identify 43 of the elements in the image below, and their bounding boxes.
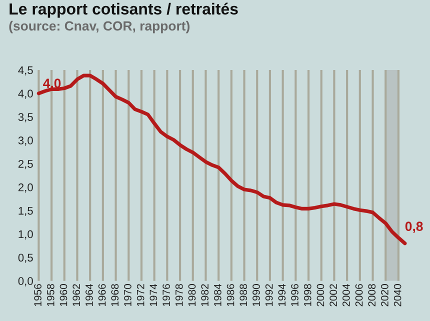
x-tick-label: 1984 bbox=[214, 284, 222, 306]
line-series bbox=[36, 74, 407, 246]
y-tick-label: 4,5 bbox=[18, 66, 33, 76]
x-tick-label: 1998 bbox=[304, 284, 312, 306]
x-tick-label: 1996 bbox=[291, 284, 298, 306]
x-tick-label: 1994 bbox=[278, 284, 286, 306]
y-tick-label: 0,0 bbox=[18, 277, 33, 286]
x-tick-label: 2040 bbox=[394, 284, 402, 306]
x-tick-label: 1964 bbox=[86, 284, 93, 306]
x-tick-label: 1958 bbox=[46, 284, 54, 306]
x-tick-label: 1988 bbox=[240, 284, 248, 306]
y-tick-label: 3,0 bbox=[18, 136, 33, 146]
x-tick-label: 1960 bbox=[60, 284, 68, 306]
x-tick-label: 1992 bbox=[265, 284, 273, 306]
x-tick-label: 1966 bbox=[98, 284, 106, 306]
x-tick-label: 1976 bbox=[162, 284, 170, 306]
x-tick-label: 1982 bbox=[201, 284, 209, 306]
y-tick-label: 2,0 bbox=[18, 183, 33, 193]
x-tick-label: 1980 bbox=[188, 284, 196, 306]
y-tick-label: 4,0 bbox=[18, 90, 33, 99]
x-tick-label: 1956 bbox=[34, 284, 42, 306]
chart-title: Le rapport cotisants / retraités bbox=[10, 2, 238, 18]
x-tick-label: 1970 bbox=[124, 284, 132, 306]
chart-subtitle: (source: Cnav, COR, rapport) bbox=[9, 20, 190, 34]
x-tick-label: 1990 bbox=[252, 284, 260, 306]
x-tick-label: 2020 bbox=[381, 284, 388, 306]
x-tick-label: 1972 bbox=[136, 284, 144, 306]
x-tick-label: 2000 bbox=[316, 284, 324, 306]
y-tick-label: 1,0 bbox=[18, 230, 33, 240]
annotation: 0,8 bbox=[405, 222, 423, 233]
x-tick-label: 2006 bbox=[355, 284, 363, 306]
x-tick-label: 2004 bbox=[342, 284, 350, 306]
x-tick-label: 2008 bbox=[368, 284, 376, 306]
y-tick-label: 0,5 bbox=[18, 254, 33, 263]
x-tick-label: 1978 bbox=[175, 284, 183, 306]
x-tick-label: 1962 bbox=[72, 284, 80, 306]
x-tick-label: 1974 bbox=[150, 284, 158, 306]
y-tick-label: 3,5 bbox=[18, 113, 33, 122]
x-tick-label: 2002 bbox=[330, 284, 338, 306]
y-tick-label: 1,5 bbox=[18, 206, 33, 216]
x-tick-label: 1968 bbox=[111, 284, 119, 306]
y-tick-label: 2,5 bbox=[18, 160, 33, 170]
x-tick-label: 1986 bbox=[226, 284, 234, 306]
